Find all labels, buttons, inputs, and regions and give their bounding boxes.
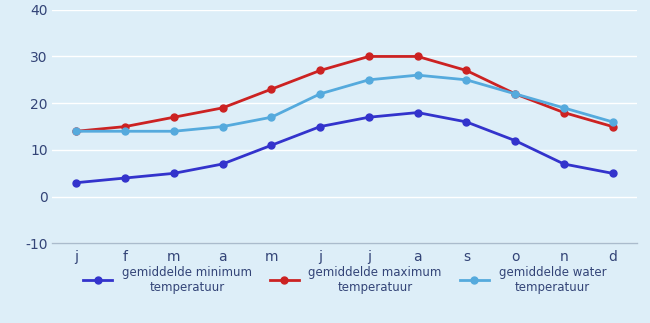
Legend: gemiddelde minimum
temperatuur, gemiddelde maximum
temperatuur, gemiddelde water: gemiddelde minimum temperatuur, gemiddel… [78,261,611,299]
